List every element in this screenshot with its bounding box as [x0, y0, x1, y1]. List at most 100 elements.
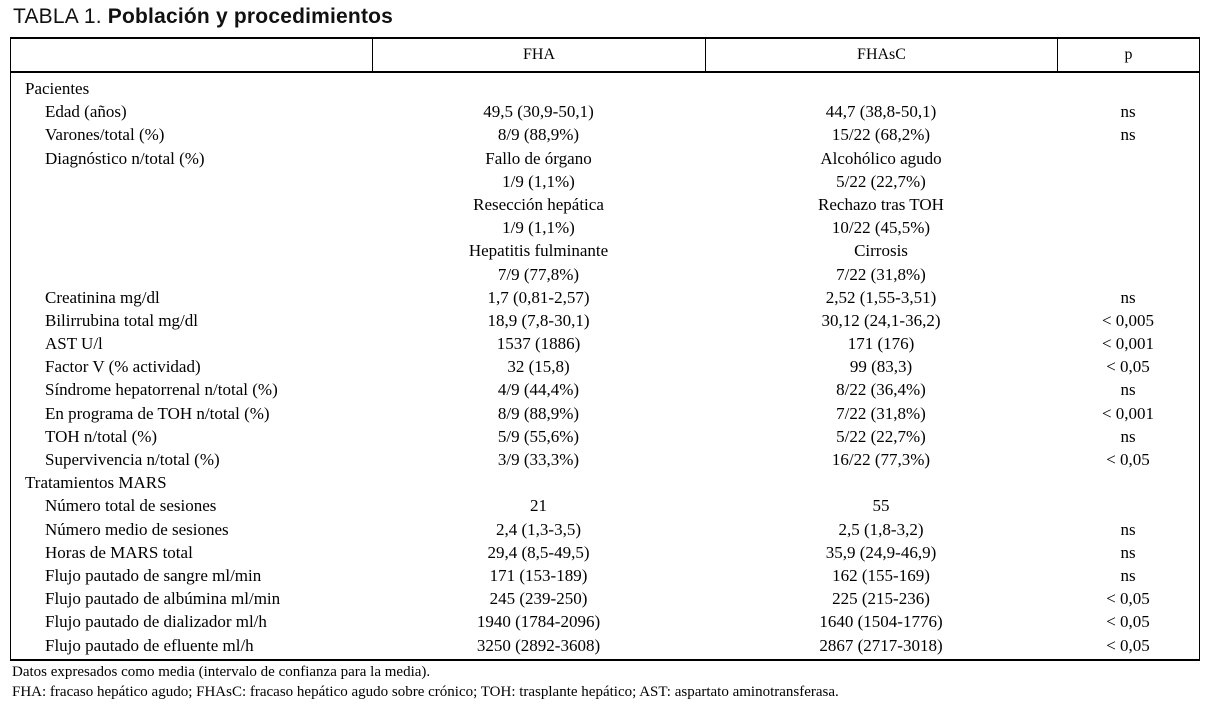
cell-fha: 49,5 (30,9-50,1) — [483, 102, 594, 122]
cell-fhasc: 162 (155-169) — [832, 565, 930, 585]
cell-p — [1057, 77, 1199, 100]
cell-fhasc: Cirrosis — [854, 241, 908, 261]
table-number: TABLA 1. — [13, 5, 108, 28]
cell-fha: 3250 (2892-3608) — [476, 635, 601, 655]
table-row: Factor V (% actividad) 32 (15,8) 99 (83,3)… — [11, 355, 1199, 378]
cell-p: ns — [1120, 102, 1136, 122]
cell-fhasc: 2,5 (1,8-3,2) — [838, 519, 924, 539]
cell-p: < 0,05 — [1106, 589, 1150, 609]
cell-fhasc: 7/22 (31,8%) — [836, 403, 926, 423]
table-row: Supervivencia n/total (%) 3/9 (33,3%) 16/2… — [11, 448, 1199, 471]
cell-p: ns — [1120, 519, 1136, 539]
cell-fha: 1,7 (0,81-2,57) — [487, 287, 590, 307]
footnote-abbreviations: FHA: fracaso hepático agudo; FHAsC: frac… — [12, 684, 839, 700]
header-fha: FHA — [372, 39, 705, 71]
table-row: TOH n/total (%) 5/9 (55,6%) 5/22 (22,7%) ns — [11, 425, 1199, 448]
table-caption: Población y procedimientos — [107, 5, 394, 28]
row-label: Flujo pautado de sangre ml/min — [45, 565, 262, 585]
cell-fha — [372, 471, 705, 494]
table-row: Tratamientos MARS — [11, 471, 1199, 494]
cell-p: < 0,001 — [1101, 403, 1155, 423]
cell-fha: 18,9 (7,8-30,1) — [487, 310, 590, 330]
cell-p: ns — [1120, 426, 1136, 446]
table-title: TABLA 1. Población y procedimientos — [13, 5, 393, 29]
cell-fhasc: 5/22 (22,7%) — [836, 171, 926, 191]
header-fhasc: FHAsC — [705, 39, 1057, 71]
footnote-data-expression: Datos expresados como media (intervalo d… — [12, 664, 431, 680]
row-label: Edad (años) — [45, 102, 127, 122]
cell-p — [1057, 147, 1199, 170]
cell-p — [1057, 193, 1199, 216]
table-row: Flujo pautado de albúmina ml/min 245 (239… — [11, 587, 1199, 610]
data-table: FHA FHAsC p Pacientes Edad (años) 49,5 (30… — [10, 37, 1200, 661]
row-label: Tratamientos MARS — [25, 473, 167, 493]
cell-fha: 2,4 (1,3-3,5) — [496, 519, 581, 539]
row-label: TOH n/total (%) — [45, 426, 158, 446]
cell-fhasc: 44,7 (38,8-50,1) — [825, 102, 937, 122]
cell-fha: 8/9 (88,9%) — [497, 125, 580, 145]
cell-fha: 1940 (1784-2096) — [476, 612, 601, 632]
table-row: Número total de sesiones 21 55 — [11, 494, 1199, 517]
cell-fha: 5/9 (55,6%) — [497, 426, 580, 446]
cell-fhasc: 1640 (1504-1776) — [819, 612, 943, 632]
cell-fhasc: 7/22 (31,8%) — [836, 264, 926, 284]
cell-p — [1057, 170, 1199, 193]
cell-fhasc: 5/22 (22,7%) — [836, 426, 926, 446]
cell-p — [1057, 494, 1199, 517]
table-row: Creatinina mg/dl 1,7 (0,81-2,57) 2,52 (1,5… — [11, 286, 1199, 309]
cell-fha: 8/9 (88,9%) — [497, 403, 580, 423]
cell-fha: 1/9 (1,1%) — [502, 171, 575, 191]
cell-p: ns — [1120, 125, 1136, 145]
row-label: Factor V (% actividad) — [45, 357, 201, 377]
table-row: Diagnóstico n/total (%) Fallo de órgano Al… — [11, 147, 1199, 170]
header-empty — [11, 39, 372, 71]
cell-p: < 0,005 — [1101, 310, 1155, 330]
cell-fhasc — [705, 471, 1057, 494]
cell-p: ns — [1120, 542, 1136, 562]
row-label: Varones/total (%) — [45, 125, 165, 145]
row-label: Pacientes — [25, 79, 90, 98]
table-header-row: FHA FHAsC p — [11, 39, 1199, 73]
cell-fha: 1/9 (1,1%) — [502, 218, 575, 238]
table-row: 1/9 (1,1%) 5/22 (22,7%) — [11, 170, 1199, 193]
table-row: Resección hepática Rechazo tras TOH — [11, 193, 1199, 216]
cell-p: ns — [1120, 287, 1136, 307]
cell-p — [1057, 263, 1199, 286]
cell-fha: 1537 (1886) — [496, 334, 581, 354]
cell-fha: 29,4 (8,5-49,5) — [487, 542, 590, 562]
cell-p: < 0,05 — [1106, 635, 1150, 655]
table-footnotes: Datos expresados como media (intervalo d… — [12, 662, 839, 702]
cell-p: < 0,05 — [1106, 357, 1150, 377]
row-label — [11, 239, 372, 262]
row-label: Número medio de sesiones — [45, 519, 229, 539]
cell-p: ns — [1120, 380, 1136, 400]
cell-p: < 0,05 — [1106, 612, 1150, 632]
cell-fhasc — [705, 77, 1057, 100]
cell-fhasc: 30,12 (24,1-36,2) — [821, 310, 941, 330]
cell-fhasc: 35,9 (24,9-46,9) — [825, 542, 937, 562]
row-label: Número total de sesiones — [45, 496, 217, 516]
cell-fha: Resección hepática — [473, 194, 604, 214]
cell-fhasc: 99 (83,3) — [849, 357, 913, 377]
row-label — [11, 263, 372, 286]
cell-fha: 4/9 (44,4%) — [497, 380, 580, 400]
row-label: AST U/l — [45, 334, 103, 354]
row-label: Bilirrubina total mg/dl — [45, 310, 198, 330]
cell-p — [1057, 216, 1199, 239]
row-label: Flujo pautado de albúmina ml/min — [45, 589, 281, 609]
table-row: Edad (años) 49,5 (30,9-50,1) 44,7 (38,8-50… — [11, 100, 1199, 123]
row-label — [11, 216, 372, 239]
cell-p — [1057, 239, 1199, 262]
cell-fha: 171 (153-189) — [489, 565, 588, 585]
row-label — [11, 170, 372, 193]
cell-fhasc: 16/22 (77,3%) — [831, 450, 931, 469]
cell-p — [1057, 471, 1199, 494]
cell-p: < 0,05 — [1106, 450, 1150, 469]
cell-fhasc: 2,52 (1,55-3,51) — [825, 287, 937, 307]
cell-fhasc: Alcohólico agudo — [820, 148, 942, 168]
table-row: Pacientes — [11, 77, 1199, 100]
row-label: Flujo pautado de dializador ml/h — [45, 612, 267, 632]
cell-fha: 32 (15,8) — [507, 357, 570, 377]
cell-fha: Fallo de órgano — [485, 148, 592, 168]
